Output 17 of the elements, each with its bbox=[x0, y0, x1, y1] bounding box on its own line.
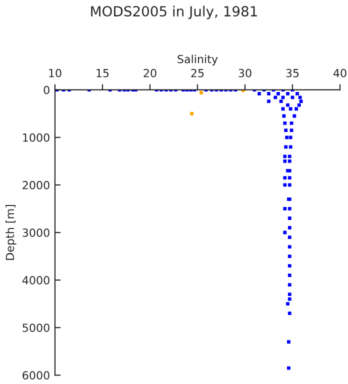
y-tick-label: 3000 bbox=[22, 228, 50, 237]
chart-title: MODS2005 in July, 1981 bbox=[91, 6, 257, 20]
x-tick-label: 20 bbox=[144, 68, 156, 78]
y-tick-label: 2000 bbox=[22, 180, 50, 190]
x-tick-label: 35 bbox=[286, 68, 299, 78]
x-tick-label: 25 bbox=[191, 68, 204, 78]
x-axis-title: Salinity bbox=[178, 54, 218, 66]
y-tick-label: 6000 bbox=[22, 371, 50, 380]
y-tick-label: 0 bbox=[44, 86, 50, 94]
x-tick-label: 10 bbox=[49, 68, 62, 78]
y-tick-label: 5000 bbox=[22, 324, 50, 332]
x-tick-label: 15 bbox=[96, 69, 109, 78]
x-tick-label: 30 bbox=[238, 68, 252, 78]
y-axis-title: Depth [m] bbox=[6, 205, 16, 260]
y-tick-label: 1000 bbox=[23, 133, 50, 142]
x-tick-label: 40 bbox=[333, 68, 346, 78]
y-tick-label: 4000 bbox=[22, 276, 50, 284]
